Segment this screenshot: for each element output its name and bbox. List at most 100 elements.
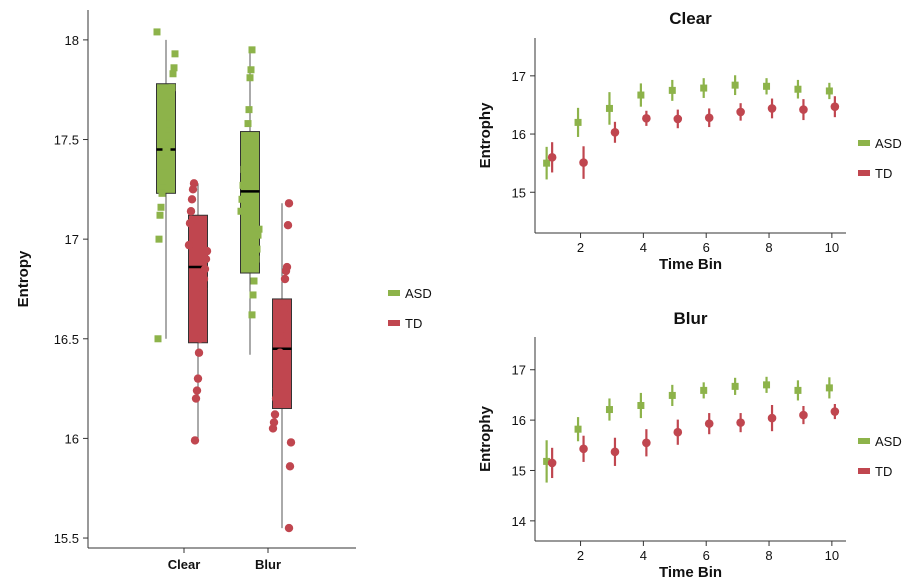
marker-td [610,447,620,457]
point-asd-clear [162,147,170,155]
point-td-blur [268,424,278,433]
point-asd-clear [169,70,177,78]
point-td-clear [200,264,210,274]
y-axis-title: Entropy [15,250,32,307]
point-asd-blur [255,225,263,233]
point-td-clear [191,394,201,403]
point-asd-blur [241,145,249,153]
point-td-blur [279,304,289,314]
x-axis-title: Time Bin [659,256,722,273]
x-tick-label: 6 [703,240,710,255]
marker-asd [763,82,771,90]
point-td-blur [280,274,290,284]
marker-td [547,153,557,162]
point-asd-clear [161,155,169,163]
x-tick-label: 6 [703,548,710,563]
y-axis-title: Entrophy [477,102,494,168]
marker-td [547,458,557,468]
y-tick-label: 15 [512,463,526,478]
chart-title: Clear [669,9,712,28]
marker-td [799,105,808,114]
legend-label-td: TD [405,316,422,331]
x-tick-label: 10 [825,240,839,255]
point-td-clear [195,334,205,343]
point-asd-blur [244,120,252,128]
point-td-blur [274,358,284,367]
marker-td [642,438,651,448]
y-tick-label: 16.5 [54,332,79,347]
point-asd-clear [171,50,179,58]
y-tick-label: 16 [512,413,526,428]
point-asd-blur [247,66,255,74]
point-td-clear [188,185,198,194]
point-asd-blur [239,181,247,189]
marker-td [704,419,714,428]
legend-label-td: TD [875,166,892,181]
y-tick-label: 17 [512,69,526,84]
point-td-clear [184,240,194,250]
marker-td [579,444,588,454]
point-td-blur [276,334,286,343]
marker-asd [700,386,708,394]
marker-asd [700,84,708,92]
marker-td [799,410,808,420]
point-td-clear [198,284,208,294]
marker-asd [794,386,802,394]
point-asd-clear [166,112,174,120]
marker-td [767,413,777,423]
marker-td [767,104,777,113]
point-asd-clear [158,189,166,197]
point-td-clear [202,246,212,256]
marker-td [830,102,840,111]
point-td-blur [273,374,283,383]
point-asd-clear [167,92,175,100]
x-tick-label: 2 [577,240,584,255]
point-td-blur [277,324,287,334]
point-asd-blur [250,277,258,285]
marker-asd [763,381,771,389]
legend-label-td: TD [875,464,892,479]
marker-asd [668,86,676,94]
point-asd-clear [170,64,178,72]
point-asd-clear [165,120,173,128]
point-td-clear [197,294,207,304]
marker-asd [731,81,739,89]
marker-asd [668,391,676,399]
point-td-clear [196,306,206,316]
point-td-blur [281,266,291,276]
point-asd-clear [159,177,167,185]
marker-td [579,158,588,167]
point-td-clear [192,386,202,395]
point-asd-clear [154,335,162,343]
marker-td [673,114,683,124]
x-tick-label: 8 [765,240,772,255]
point-td-blur [284,523,294,533]
marker-asd [543,159,551,167]
marker-asd [637,91,645,99]
point-asd-blur [245,106,253,114]
y-tick-label: 18 [65,33,79,48]
point-td-clear [190,436,200,445]
marker-asd [574,118,582,126]
y-tick-label: 15.5 [54,531,79,546]
point-asd-blur [243,132,251,140]
point-td-blur [286,438,296,447]
point-asd-blur [248,46,256,54]
marker-asd [731,382,739,390]
marker-asd [605,104,613,112]
x-tick-label: 2 [577,548,584,563]
point-asd-blur [249,291,257,299]
point-asd-blur [237,207,245,215]
point-td-blur [284,199,294,208]
marker-asd [637,402,645,410]
marker-td [736,418,745,427]
legend-label-asd: ASD [875,434,902,449]
point-td-blur [272,384,282,393]
y-tick-label: 16 [512,127,526,142]
x-tick-label-blur: Blur [255,557,281,572]
point-asd-clear [156,211,164,219]
point-asd-clear [155,235,163,243]
point-td-clear [193,374,203,383]
legend-swatch-asd [388,290,400,296]
